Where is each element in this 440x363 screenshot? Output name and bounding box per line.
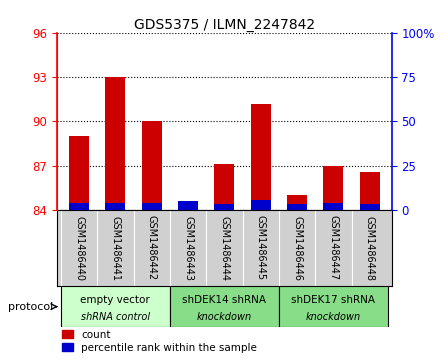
Text: shDEK14 shRNA: shDEK14 shRNA <box>183 295 266 306</box>
Bar <box>279 286 388 327</box>
Text: GSM1486444: GSM1486444 <box>220 216 229 281</box>
Bar <box>105 203 125 210</box>
Text: knockdown: knockdown <box>197 312 252 322</box>
Text: GSM1486442: GSM1486442 <box>147 216 157 281</box>
Text: shRNA control: shRNA control <box>81 312 150 322</box>
Text: GSM1486447: GSM1486447 <box>328 216 338 281</box>
Bar <box>170 286 279 327</box>
Bar <box>69 136 89 210</box>
Text: GSM1486446: GSM1486446 <box>292 216 302 281</box>
Text: GSM1486443: GSM1486443 <box>183 216 193 281</box>
Text: GSM1486448: GSM1486448 <box>365 216 375 281</box>
Text: GSM1486441: GSM1486441 <box>110 216 121 281</box>
Bar <box>323 203 344 210</box>
Bar <box>142 121 162 210</box>
Bar <box>69 203 89 210</box>
Legend: count, percentile rank within the sample: count, percentile rank within the sample <box>62 330 257 353</box>
Bar <box>360 204 380 210</box>
Bar <box>142 203 162 210</box>
Text: empty vector: empty vector <box>81 295 150 306</box>
Bar <box>360 172 380 210</box>
Text: knockdown: knockdown <box>306 312 361 322</box>
Bar <box>287 204 307 210</box>
Bar <box>214 204 235 210</box>
Bar <box>323 166 344 210</box>
Bar <box>178 201 198 210</box>
Bar <box>287 195 307 210</box>
Bar <box>251 103 271 210</box>
Bar <box>251 200 271 210</box>
Bar <box>178 201 198 210</box>
Bar <box>214 164 235 210</box>
Text: GSM1486440: GSM1486440 <box>74 216 84 281</box>
Text: GSM1486445: GSM1486445 <box>256 216 266 281</box>
Text: shDEK17 shRNA: shDEK17 shRNA <box>291 295 375 306</box>
Bar <box>105 77 125 210</box>
Title: GDS5375 / ILMN_2247842: GDS5375 / ILMN_2247842 <box>134 18 315 32</box>
Bar <box>61 286 170 327</box>
Text: protocol: protocol <box>7 302 53 312</box>
